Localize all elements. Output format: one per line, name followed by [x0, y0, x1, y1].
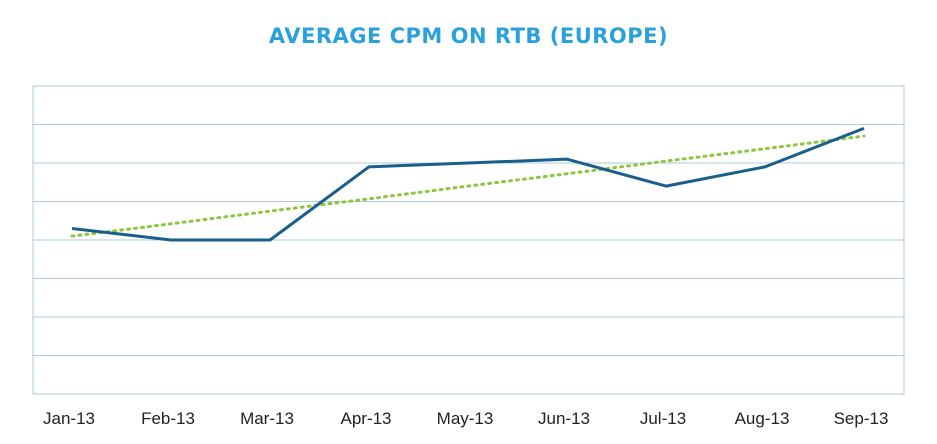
chart-title: AVERAGE CPM ON RTB (EUROPE): [268, 24, 669, 48]
trend-series: [70, 134, 866, 238]
x-tick-label: Mar-13: [240, 409, 294, 428]
x-tick-label: May-13: [437, 409, 494, 428]
cpm-series: [71, 126, 865, 242]
x-tick-label: Jan-13: [43, 409, 95, 428]
x-tick-label: Jul-13: [640, 409, 686, 428]
x-tick-label: Sep-13: [834, 409, 889, 428]
x-tick-label: Jun-13: [538, 409, 590, 428]
x-axis-ticks: Jan-13 Feb-13 Mar-13 Apr-13 May-13 Jun-13 Jul-…: [43, 409, 888, 428]
x-tick-label: Apr-13: [340, 409, 391, 428]
cpm-line: [71, 126, 865, 242]
x-tick-label: Feb-13: [141, 409, 195, 428]
x-tick-label: Aug-13: [735, 409, 790, 428]
trend-line: [70, 134, 866, 238]
